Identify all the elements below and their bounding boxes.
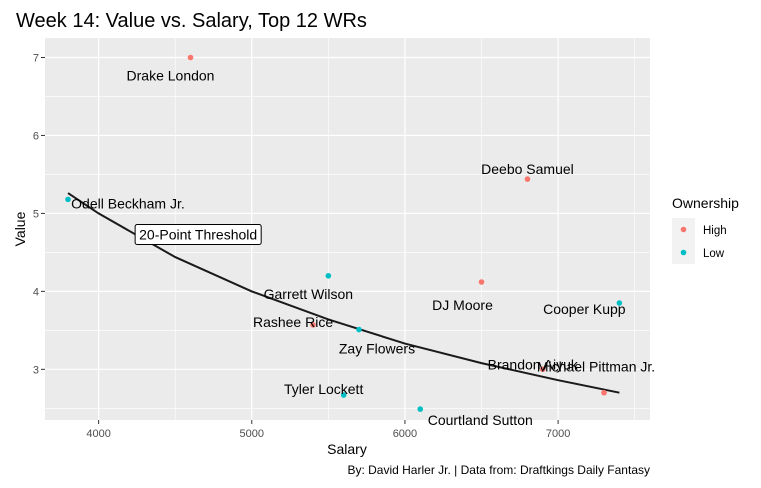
point-label: Rashee Rice <box>253 314 333 330</box>
data-point <box>524 176 531 182</box>
point-label: Brandon Aiyuk <box>488 356 579 372</box>
point-label: Odell Beckham Jr. <box>71 195 185 211</box>
y-tick-label: 6 <box>33 130 39 142</box>
x-tick-label: 5000 <box>240 428 264 440</box>
y-tick-label: 4 <box>33 286 39 298</box>
data-point <box>187 54 194 61</box>
data-point <box>601 389 607 396</box>
point-label: Tyler Lockett <box>284 381 363 397</box>
data-points <box>65 54 623 412</box>
legend-entry-label: Low <box>703 248 725 260</box>
data-point <box>616 300 623 306</box>
legend: Ownership High Low <box>672 195 739 264</box>
point-label: Drake London <box>127 67 215 83</box>
data-point <box>539 366 546 373</box>
threshold-curve <box>67 192 620 394</box>
legend-marker <box>680 249 687 256</box>
data-point <box>340 392 347 398</box>
chart-caption: By: David Harler Jr. | Data from: Draftk… <box>347 463 650 477</box>
threshold-annotation: 20-Point Threshold <box>134 223 262 245</box>
point-label: Garrett Wilson <box>264 286 353 302</box>
data-point <box>310 322 316 328</box>
legend-marker <box>680 226 687 233</box>
point-label: Deebo Samuel <box>481 161 574 177</box>
point-label: Cooper Kupp <box>543 301 626 317</box>
x-tick-label: 7000 <box>546 428 570 440</box>
x-axis-ticks: 4000 5000 6000 7000 <box>86 420 570 440</box>
y-axis-label: Value <box>12 211 28 246</box>
legend-entry-label: High <box>703 225 727 237</box>
x-tick-label: 4000 <box>86 428 110 440</box>
x-axis-label: Salary <box>327 441 367 457</box>
point-label: Michael Pittman Jr. <box>537 359 655 375</box>
data-point <box>65 196 71 203</box>
y-tick-label: 3 <box>33 364 39 376</box>
y-tick-label: 5 <box>33 208 39 220</box>
chart-title: Week 14: Value vs. Salary, Top 12 WRs <box>16 10 367 32</box>
point-label: DJ Moore <box>432 297 493 313</box>
data-point <box>417 406 424 412</box>
point-labels: Drake London Deebo Samuel Odell Beckham Jr… <box>71 67 655 428</box>
data-point <box>356 326 362 333</box>
threshold-annotation-box <box>134 223 262 245</box>
data-point <box>478 279 485 285</box>
legend-title: Ownership <box>672 195 739 211</box>
point-label: Courtland Sutton <box>428 412 533 428</box>
y-axis-ticks: 3 4 5 6 7 <box>33 52 45 376</box>
threshold-annotation-label: 20-Point Threshold <box>139 226 257 242</box>
y-tick-label: 7 <box>33 52 39 64</box>
data-point <box>325 272 332 279</box>
x-tick-label: 6000 <box>393 428 417 440</box>
point-label: Zay Flowers <box>339 341 415 357</box>
